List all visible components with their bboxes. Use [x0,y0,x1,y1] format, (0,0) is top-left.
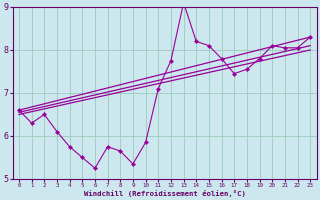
X-axis label: Windchill (Refroidissement éolien,°C): Windchill (Refroidissement éolien,°C) [84,190,245,197]
